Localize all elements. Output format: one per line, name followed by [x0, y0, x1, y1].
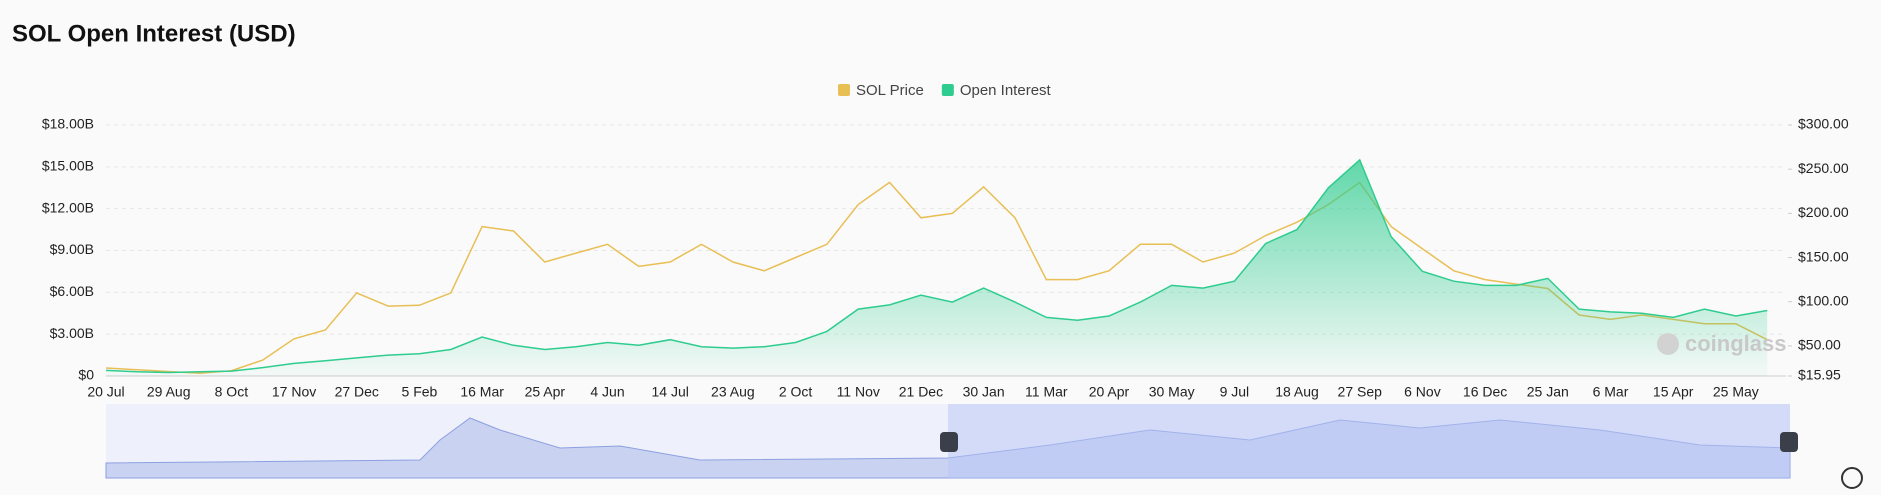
- y2-tick-label: $150.00: [1798, 248, 1849, 264]
- x-tick-label: 6 Nov: [1404, 384, 1441, 400]
- x-tick-label: 4 Jun: [590, 384, 624, 400]
- legend-label: SOL Price: [856, 82, 924, 99]
- x-tick-label: 30 May: [1149, 384, 1195, 400]
- legend-swatch: [941, 84, 954, 96]
- x-tick-label: 16 Dec: [1463, 384, 1507, 400]
- area: [106, 159, 1768, 376]
- y-tick-label: $15.00B: [42, 158, 94, 174]
- y2-tick-label: $50.00: [1798, 337, 1841, 353]
- x-tick-label: 27 Sep: [1338, 384, 1383, 400]
- x-tick-label: 20 Jul: [87, 384, 124, 400]
- y-tick-label: $18.00B: [42, 116, 94, 132]
- x-tick-label: 16 Mar: [460, 384, 504, 400]
- x-tick-label: 11 Nov: [837, 384, 880, 400]
- x-tick-label: 21 Dec: [899, 384, 943, 400]
- x-tick-label: 18 Aug: [1275, 384, 1319, 400]
- y2-tick-label: $300.00: [1798, 116, 1849, 132]
- y-tick-label: $6.00B: [50, 283, 94, 299]
- x-tick-label: 11 Mar: [1025, 384, 1068, 400]
- x-tick-label: 15 Apr: [1653, 384, 1694, 400]
- y-tick-label: $9.00B: [50, 241, 94, 257]
- x-tick-label: 25 May: [1713, 384, 1759, 400]
- x-tick-label: 25 Apr: [525, 384, 566, 400]
- y2-tick-label: $200.00: [1798, 204, 1849, 220]
- x-tick-label: 30 Jan: [963, 384, 1005, 400]
- y-tick-label: $12.00B: [42, 199, 94, 215]
- x-tick-label: 29 Aug: [147, 384, 191, 400]
- x-tick-label: 9 Jul: [1220, 384, 1250, 400]
- x-tick-label: 6 Mar: [1593, 384, 1629, 400]
- navigator-selection[interactable]: [948, 404, 1790, 478]
- watermark-logo: [1657, 333, 1679, 355]
- y-tick-label: $3.00B: [50, 325, 94, 341]
- x-tick-label: 2 Oct: [779, 384, 813, 400]
- legend-swatch: [838, 84, 850, 96]
- series-line: [105, 158, 1768, 374]
- x-tick-label: 27 Dec: [335, 384, 379, 400]
- x-tick-label: 20 Apr: [1089, 384, 1130, 400]
- y-tick-label: $0: [78, 367, 94, 383]
- x-tick-label: 17 Nov: [272, 384, 316, 400]
- legend-label: Open Interest: [960, 82, 1052, 99]
- watermark: coinglass: [1685, 331, 1786, 356]
- x-tick-label: 8 Oct: [215, 384, 249, 400]
- x-tick-label: 5 Feb: [402, 384, 438, 400]
- y2-tick-label: $250.00: [1798, 160, 1849, 176]
- y2-tick-label: $100.00: [1798, 292, 1849, 308]
- x-tick-label: 14 Jul: [651, 384, 688, 400]
- y2-tick-label: $15.95: [1798, 367, 1841, 383]
- x-tick-label: 23 Aug: [711, 384, 755, 400]
- x-tick-label: 25 Jan: [1527, 384, 1569, 400]
- navigator-handle[interactable]: [940, 432, 958, 452]
- navigator-handle[interactable]: [1780, 432, 1798, 452]
- series-line: [105, 181, 1768, 375]
- info-icon[interactable]: [1841, 467, 1863, 489]
- chart-title: SOL Open Interest (USD): [12, 20, 296, 47]
